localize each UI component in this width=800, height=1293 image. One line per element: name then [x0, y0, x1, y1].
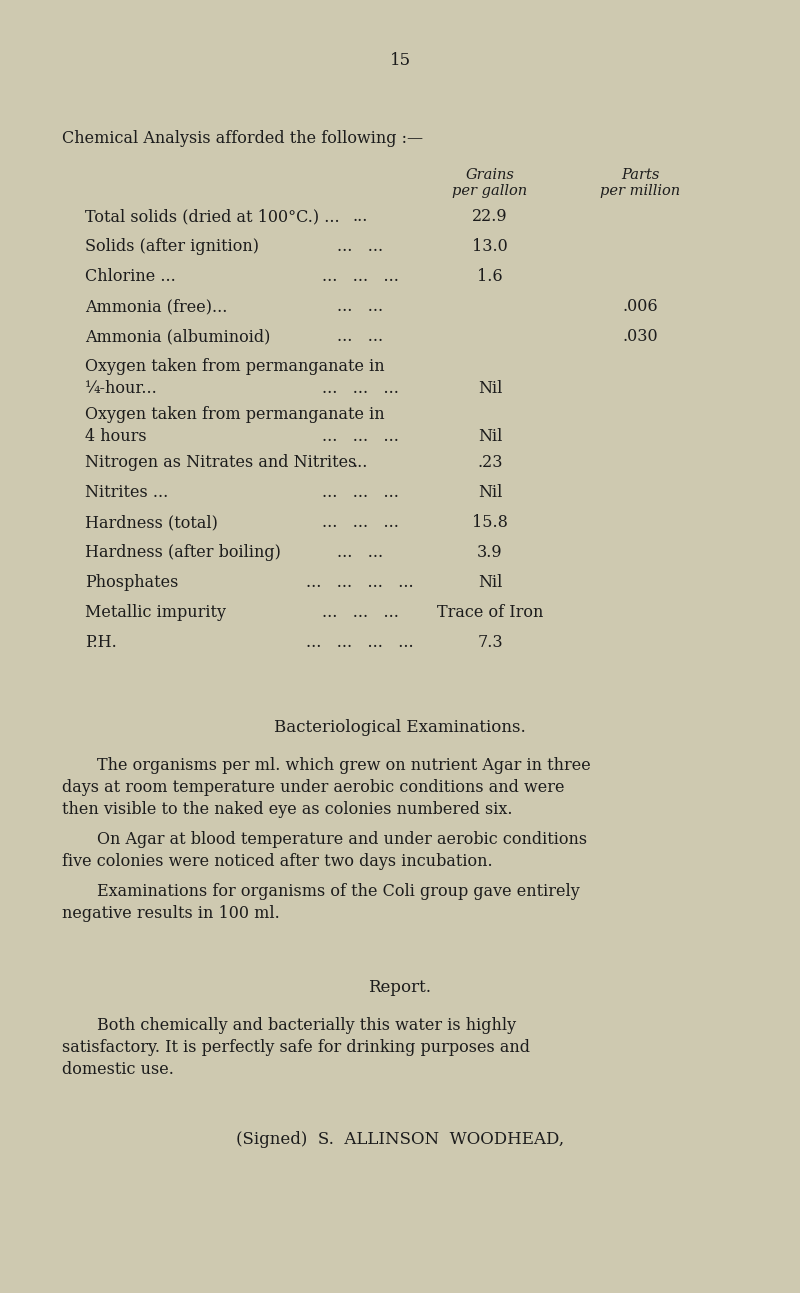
Text: Phosphates: Phosphates — [85, 574, 178, 591]
Text: Parts: Parts — [621, 168, 659, 182]
Text: then visible to the naked eye as colonies numbered six.: then visible to the naked eye as colonie… — [62, 800, 513, 818]
Text: ...   ...: ... ... — [337, 328, 383, 345]
Text: ...   ...   ...: ... ... ... — [322, 428, 398, 445]
Text: ...   ...: ... ... — [337, 238, 383, 255]
Text: satisfactory. It is perfectly safe for drinking purposes and: satisfactory. It is perfectly safe for d… — [62, 1040, 530, 1056]
Text: ...   ...   ...: ... ... ... — [322, 604, 398, 621]
Text: Metallic impurity: Metallic impurity — [85, 604, 226, 621]
Text: Grains: Grains — [466, 168, 514, 182]
Text: negative results in 100 ml.: negative results in 100 ml. — [62, 905, 280, 922]
Text: Oxygen taken from permanganate in: Oxygen taken from permanganate in — [85, 406, 385, 423]
Text: On Agar at blood temperature and under aerobic conditions: On Agar at blood temperature and under a… — [97, 831, 587, 848]
Text: Examinations for organisms of the Coli group gave entirely: Examinations for organisms of the Coli g… — [97, 883, 580, 900]
Text: 1.6: 1.6 — [477, 268, 503, 284]
Text: ...   ...   ...: ... ... ... — [322, 515, 398, 531]
Text: Ammonia (albuminoid): Ammonia (albuminoid) — [85, 328, 270, 345]
Text: ...   ...: ... ... — [337, 297, 383, 315]
Text: ¼-hour...: ¼-hour... — [85, 380, 158, 397]
Text: (Signed)  S.  ALLINSON  WOODHEAD,: (Signed) S. ALLINSON WOODHEAD, — [236, 1131, 564, 1148]
Text: ...: ... — [352, 208, 368, 225]
Text: Chemical Analysis afforded the following :—: Chemical Analysis afforded the following… — [62, 131, 423, 147]
Text: The organisms per ml. which grew on nutrient Agar in three: The organisms per ml. which grew on nutr… — [97, 756, 590, 775]
Text: Nitrogen as Nitrates and Nitrites: Nitrogen as Nitrates and Nitrites — [85, 454, 356, 471]
Text: Nil: Nil — [478, 380, 502, 397]
Text: P.H.: P.H. — [85, 634, 117, 650]
Text: 15: 15 — [390, 52, 410, 69]
Text: ...   ...   ...: ... ... ... — [322, 268, 398, 284]
Text: 15.8: 15.8 — [472, 515, 508, 531]
Text: Hardness (total): Hardness (total) — [85, 515, 218, 531]
Text: Bacteriological Examinations.: Bacteriological Examinations. — [274, 719, 526, 736]
Text: ...: ... — [352, 454, 368, 471]
Text: ...   ...   ...: ... ... ... — [322, 484, 398, 500]
Text: .23: .23 — [478, 454, 502, 471]
Text: Trace of Iron: Trace of Iron — [437, 604, 543, 621]
Text: per gallon: per gallon — [453, 184, 527, 198]
Text: five colonies were noticed after two days incubation.: five colonies were noticed after two day… — [62, 853, 493, 870]
Text: Hardness (after boiling): Hardness (after boiling) — [85, 544, 281, 561]
Text: Report.: Report. — [369, 979, 431, 996]
Text: 3.9: 3.9 — [477, 544, 503, 561]
Text: .006: .006 — [622, 297, 658, 315]
Text: 13.0: 13.0 — [472, 238, 508, 255]
Text: Ammonia (free)...: Ammonia (free)... — [85, 297, 227, 315]
Text: ...   ...   ...: ... ... ... — [322, 380, 398, 397]
Text: Solids (after ignition): Solids (after ignition) — [85, 238, 259, 255]
Text: 7.3: 7.3 — [477, 634, 503, 650]
Text: days at room temperature under aerobic conditions and were: days at room temperature under aerobic c… — [62, 778, 565, 796]
Text: ...   ...   ...   ...: ... ... ... ... — [306, 574, 414, 591]
Text: 4 hours: 4 hours — [85, 428, 146, 445]
Text: domestic use.: domestic use. — [62, 1062, 174, 1078]
Text: Chlorine ...: Chlorine ... — [85, 268, 176, 284]
Text: Nil: Nil — [478, 484, 502, 500]
Text: Oxygen taken from permanganate in: Oxygen taken from permanganate in — [85, 358, 385, 375]
Text: Both chemically and bacterially this water is highly: Both chemically and bacterially this wat… — [97, 1018, 516, 1034]
Text: per million: per million — [600, 184, 680, 198]
Text: .030: .030 — [622, 328, 658, 345]
Text: ...   ...   ...   ...: ... ... ... ... — [306, 634, 414, 650]
Text: Nitrites ...: Nitrites ... — [85, 484, 168, 500]
Text: 22.9: 22.9 — [472, 208, 508, 225]
Text: Nil: Nil — [478, 428, 502, 445]
Text: Nil: Nil — [478, 574, 502, 591]
Text: ...   ...: ... ... — [337, 544, 383, 561]
Text: Total solids (dried at 100°C.) ...: Total solids (dried at 100°C.) ... — [85, 208, 340, 225]
